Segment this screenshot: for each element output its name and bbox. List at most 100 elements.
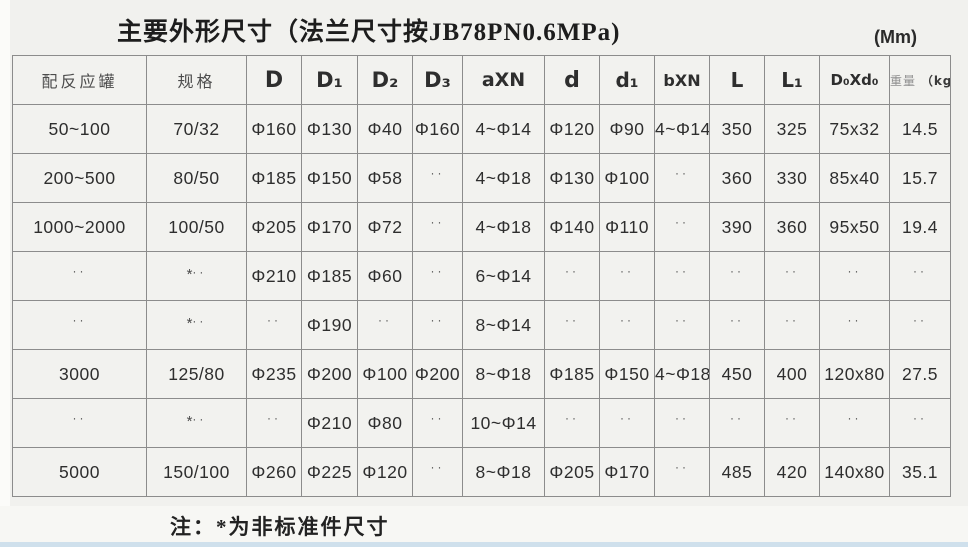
ditto-mark: ·· bbox=[675, 264, 689, 278]
ditto-mark: ·· bbox=[730, 264, 744, 278]
ditto-mark: ·· bbox=[565, 411, 579, 425]
table-cell: 325 bbox=[764, 104, 820, 154]
table-cell: 360 bbox=[709, 153, 765, 203]
table-cell: Φ60 bbox=[357, 251, 413, 301]
table-cell: ·· bbox=[764, 398, 820, 448]
table-cell: Φ210 bbox=[301, 398, 358, 448]
table-cell: ·· bbox=[246, 398, 302, 448]
nonstandard-asterisk: * bbox=[186, 412, 193, 430]
table-cell: 390 bbox=[709, 202, 765, 252]
table-cell: Φ260 bbox=[246, 447, 302, 497]
table-cell: Φ130 bbox=[544, 153, 600, 203]
ditto-mark: ·· bbox=[72, 313, 87, 327]
ditto-mark: ·· bbox=[72, 264, 87, 278]
bottom-strip bbox=[0, 542, 968, 547]
table-cell: 200~500 bbox=[12, 153, 147, 203]
table-cell: 75x32 bbox=[819, 104, 890, 154]
table-cell: ·· bbox=[819, 251, 890, 301]
table-cell: Φ40 bbox=[357, 104, 413, 154]
ditto-mark: ·· bbox=[430, 264, 445, 278]
ditto-mark: ·· bbox=[913, 411, 927, 425]
table-cell: Φ225 bbox=[301, 447, 358, 497]
table-cell: ·· bbox=[654, 153, 710, 203]
column-header: 重量 （kg) bbox=[889, 55, 951, 105]
table-cell: Φ235 bbox=[246, 349, 302, 399]
table-cell: 5000 bbox=[12, 447, 147, 497]
table-cell: 4~Φ14 bbox=[462, 104, 545, 154]
table-cell: Φ205 bbox=[544, 447, 600, 497]
ditto-mark: ·· bbox=[430, 411, 445, 425]
column-header: 规格 bbox=[146, 55, 247, 105]
table-cell: ·· bbox=[412, 153, 463, 203]
table-cell: ·· bbox=[599, 300, 655, 350]
table-cell: 19.4 bbox=[889, 202, 951, 252]
table-cell: *·· bbox=[146, 300, 247, 350]
ditto-mark: ·· bbox=[430, 215, 445, 229]
ditto-mark: ·· bbox=[267, 313, 281, 327]
ditto-mark: ·· bbox=[785, 411, 799, 425]
unit-label: (Mm) bbox=[874, 27, 917, 47]
table-cell: *·· bbox=[146, 251, 247, 301]
table-cell: *·· bbox=[146, 398, 247, 448]
ditto-mark: ·· bbox=[378, 313, 392, 327]
table-cell: ·· bbox=[764, 251, 820, 301]
ditto-mark: ·· bbox=[847, 411, 862, 425]
table-row: 5000 150/100 Φ260 Φ225 Φ120 ·· 8~Φ18 Φ205 Φ170 ··… bbox=[12, 447, 951, 497]
table-cell: Φ150 bbox=[599, 349, 655, 399]
table-cell: Φ205 bbox=[246, 202, 302, 252]
table-row: 1000~2000 100/50 Φ205 Φ170 Φ72 ·· 4~Φ18 Φ140 Φ11… bbox=[12, 202, 951, 252]
ditto-mark: ·· bbox=[785, 313, 799, 327]
table-cell: Φ170 bbox=[301, 202, 358, 252]
table-cell: Φ100 bbox=[599, 153, 655, 203]
table-row: 3000 125/80 Φ235 Φ200 Φ100 Φ200 8~Φ18 Φ185 Φ150 4… bbox=[12, 349, 951, 399]
table-cell: 35.1 bbox=[889, 447, 951, 497]
table-cell: ·· bbox=[709, 398, 765, 448]
column-header: aXN bbox=[462, 55, 545, 105]
table-cell: 10~Φ14 bbox=[462, 398, 545, 448]
table-cell: Φ150 bbox=[301, 153, 358, 203]
column-header: D₃ bbox=[412, 55, 463, 105]
table-cell: ·· bbox=[599, 251, 655, 301]
table-cell: ·· bbox=[412, 202, 463, 252]
ditto-mark: ·· bbox=[675, 166, 689, 180]
page-title: 主要外形尺寸（法兰尺寸按JB78PN0.6MPa) bbox=[117, 19, 621, 46]
table-cell: 50~100 bbox=[12, 104, 147, 154]
ditto-mark: ·· bbox=[565, 313, 579, 327]
ditto-mark: ·· bbox=[847, 313, 862, 327]
table-cell: Φ185 bbox=[544, 349, 600, 399]
ditto-mark: ·· bbox=[620, 264, 634, 278]
table-cell: 6~Φ14 bbox=[462, 251, 545, 301]
table-cell: ·· bbox=[412, 251, 463, 301]
table-cell: ·· bbox=[889, 251, 951, 301]
table-cell: Φ200 bbox=[301, 349, 358, 399]
table-cell: ·· bbox=[12, 251, 147, 301]
table-cell: 3000 bbox=[12, 349, 147, 399]
table-row: 200~500 80/50 Φ185 Φ150 Φ58 ·· 4~Φ18 Φ130 Φ100 ··… bbox=[12, 153, 951, 203]
table-cell: ·· bbox=[819, 398, 890, 448]
table-cell: ·· bbox=[654, 398, 710, 448]
table-cell: Φ140 bbox=[544, 202, 600, 252]
nonstandard-asterisk: * bbox=[186, 265, 193, 283]
ditto-mark: ·· bbox=[913, 264, 927, 278]
table-cell: 360 bbox=[764, 202, 820, 252]
table-cell: 80/50 bbox=[146, 153, 247, 203]
table-row: ·· *·· ·· Φ210 Φ80 ·· 10~Φ14 ·· ·· ·· ·· ·· ·· ·· bbox=[12, 398, 951, 448]
table-cell: Φ58 bbox=[357, 153, 413, 203]
table-cell: ·· bbox=[412, 300, 463, 350]
ditto-mark: ·· bbox=[675, 215, 689, 229]
table-cell: Φ90 bbox=[599, 104, 655, 154]
ditto-mark: ·· bbox=[430, 166, 445, 180]
table-cell: 4~Φ18 bbox=[462, 202, 545, 252]
table-cell: ·· bbox=[889, 300, 951, 350]
column-header: D₀Xd₀ bbox=[819, 55, 890, 105]
table-cell: Φ110 bbox=[599, 202, 655, 252]
table-cell: ·· bbox=[12, 300, 147, 350]
table-cell: 15.7 bbox=[889, 153, 951, 203]
table-cell: ·· bbox=[599, 398, 655, 448]
table-cell: 400 bbox=[764, 349, 820, 399]
table-cell: 8~Φ18 bbox=[462, 349, 545, 399]
table-cell: 1000~2000 bbox=[12, 202, 147, 252]
table-cell: 420 bbox=[764, 447, 820, 497]
